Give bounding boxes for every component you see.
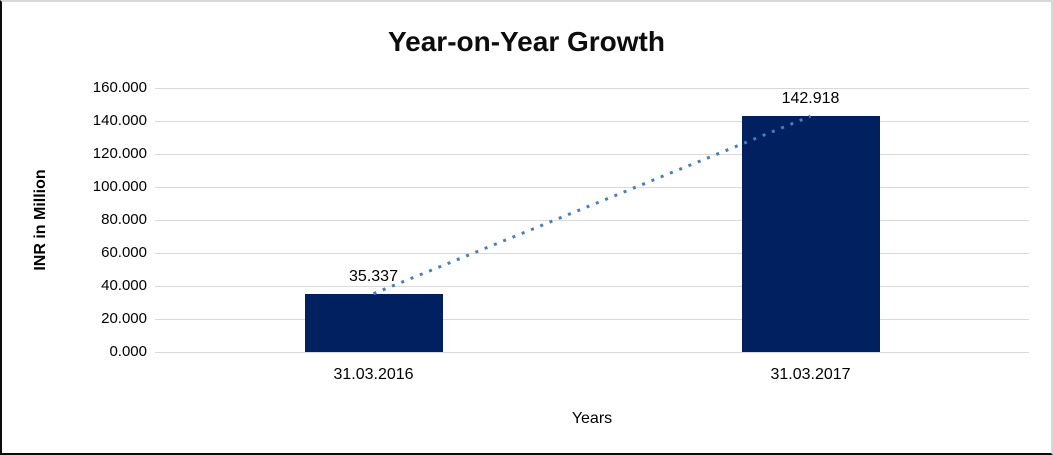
gridline [155, 153, 1029, 155]
bar-31.03.2017 [741, 116, 880, 352]
gridline [155, 351, 1029, 353]
y-tick-label: 0.000 [109, 343, 147, 360]
y-tick-label: 140.000 [92, 112, 147, 129]
gridline [155, 252, 1029, 254]
bar-value-label: 142.918 [781, 90, 840, 108]
x-tick-label: 31.03.2016 [333, 366, 414, 383]
bar-31.03.2016 [304, 293, 443, 352]
x-axis-ticks: 31.03.2016 31.03.2017 [155, 366, 1029, 388]
x-axis-title: Years [571, 410, 613, 427]
plot-area: 35.337 142.918 [155, 87, 1029, 353]
trendline [372, 114, 812, 296]
chart-title: Year-on-Year Growth [388, 26, 665, 57]
trendline-path [372, 114, 812, 296]
gridline [155, 318, 1029, 320]
y-tick-label: 20.000 [101, 310, 147, 327]
y-tick-label: 120.000 [92, 145, 147, 162]
y-tick-label: 60.000 [101, 244, 147, 261]
gridline [155, 87, 1029, 89]
gridline [155, 285, 1029, 287]
y-axis-ticks: 0.000 20.000 40.000 60.000 80.000 100.000 120.… [2, 79, 147, 360]
x-tick-label: 31.03.2017 [770, 366, 851, 383]
bar-value-label: 35.337 [349, 267, 398, 285]
y-tick-label: 160.000 [92, 79, 147, 96]
gridline [155, 186, 1029, 188]
y-tick-label: 100.000 [92, 178, 147, 195]
gridline [155, 120, 1029, 122]
y-tick-label: 40.000 [101, 277, 147, 294]
y-tick-label: 80.000 [101, 211, 147, 228]
gridline [155, 219, 1029, 221]
